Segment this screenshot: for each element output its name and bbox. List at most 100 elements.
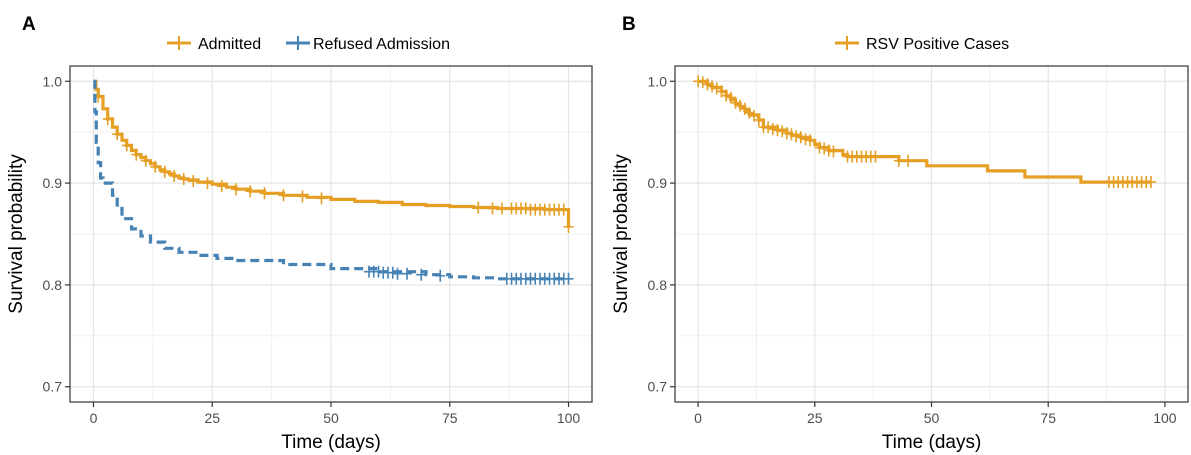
panel-a-y-ticks: 0.7 0.8 0.9 1.0 xyxy=(43,73,70,395)
censor-mark xyxy=(373,265,384,278)
x-tick-label: 100 xyxy=(557,410,581,426)
y-tick-label: 1.0 xyxy=(43,73,63,89)
censor-mark xyxy=(102,112,113,125)
x-tick-label: 0 xyxy=(90,410,98,426)
panel-a-x-ticks: 0 25 50 75 100 xyxy=(90,402,581,426)
censor-mark xyxy=(140,154,151,167)
censor-mark xyxy=(230,183,241,196)
panel-b-y-axis-title: Survival probability xyxy=(611,154,632,314)
censor-mark xyxy=(558,203,569,216)
y-tick-label: 0.9 xyxy=(43,175,63,191)
censor-mark xyxy=(259,187,270,200)
censor-mark xyxy=(297,190,308,203)
censor-mark xyxy=(112,128,123,141)
legend-label-refused: Refused Admission xyxy=(313,36,450,53)
censor-mark xyxy=(216,180,227,193)
censor-mark xyxy=(387,266,398,279)
censor-mark xyxy=(721,89,732,102)
x-tick-label: 75 xyxy=(442,410,458,426)
censor-mark xyxy=(392,267,403,280)
censor-mark xyxy=(791,130,802,143)
censor-mark xyxy=(870,150,881,163)
legend-label-rsv: RSV Positive Cases xyxy=(866,36,1009,53)
censor-mark xyxy=(402,267,413,280)
y-tick-label: 1.0 xyxy=(648,73,668,89)
x-tick-label: 100 xyxy=(1153,410,1177,426)
censor-mark xyxy=(814,141,825,154)
x-tick-label: 75 xyxy=(1040,410,1056,426)
x-tick-label: 0 xyxy=(694,410,702,426)
x-tick-label: 25 xyxy=(204,410,220,426)
panel-b: B RSV Positive Cases 0 25 50 75 100 0.70.80.… xyxy=(611,14,1189,453)
censor-mark xyxy=(819,142,830,155)
censor-mark xyxy=(753,113,764,126)
x-tick-label: 50 xyxy=(323,410,339,426)
panel-b-y-ticks: 0.7 0.8 0.9 1.0 xyxy=(648,73,675,395)
censor-mark xyxy=(178,173,189,186)
censor-mark xyxy=(563,272,574,285)
censor-mark xyxy=(473,201,484,214)
censor-mark xyxy=(767,123,778,136)
panel-b-legend: RSV Positive Cases xyxy=(835,36,1009,53)
censor-mark xyxy=(893,154,904,167)
censor-mark xyxy=(828,145,839,158)
censor-mark xyxy=(121,139,132,152)
censor-mark xyxy=(693,75,704,88)
panel-a-legend: Admitted Refused Admission xyxy=(167,36,450,53)
panel-a-x-axis-title: Time (days) xyxy=(281,432,381,453)
censor-mark xyxy=(487,202,498,215)
censor-mark xyxy=(563,220,574,233)
censor-mark xyxy=(169,169,180,182)
censor-mark xyxy=(316,192,327,205)
censor-mark xyxy=(435,269,446,282)
x-tick-label: 50 xyxy=(924,410,940,426)
y-tick-label: 0.8 xyxy=(43,277,63,293)
censor-mark xyxy=(245,185,256,198)
x-tick-label: 25 xyxy=(807,410,823,426)
censor-mark xyxy=(150,160,161,173)
censor-mark xyxy=(772,124,783,137)
panel-b-x-axis-title: Time (days) xyxy=(882,432,982,453)
censor-mark xyxy=(800,133,811,146)
panel-a: A Admitted Refused Admission 0 25 50 75 100 … xyxy=(6,14,593,453)
censor-mark xyxy=(278,189,289,202)
legend-label-admitted: Admitted xyxy=(198,36,261,53)
panel-b-x-ticks: 0 25 50 75 100 xyxy=(694,402,1177,426)
censor-mark xyxy=(763,121,774,134)
censor-mark xyxy=(786,128,797,141)
censor-mark xyxy=(777,125,788,138)
censor-mark xyxy=(805,134,816,147)
censor-mark xyxy=(730,96,741,109)
censor-mark xyxy=(131,148,142,161)
y-tick-label: 0.7 xyxy=(43,379,63,395)
censor-mark xyxy=(702,78,713,91)
censor-mark xyxy=(159,165,170,178)
series-line-1 xyxy=(93,79,569,281)
panel-a-label: A xyxy=(22,14,36,35)
censor-mark xyxy=(416,268,427,281)
censor-mark xyxy=(744,106,755,119)
censor-mark xyxy=(781,127,792,140)
censor-mark xyxy=(725,91,736,104)
censor-mark xyxy=(903,154,914,167)
censor-mark xyxy=(735,99,746,112)
y-tick-label: 0.8 xyxy=(648,277,668,293)
censor-mark xyxy=(711,82,722,95)
censor-mark xyxy=(520,202,531,215)
panel-b-series xyxy=(693,75,1156,189)
censor-mark xyxy=(795,131,806,144)
censor-mark xyxy=(497,202,508,215)
censor-mark xyxy=(697,76,708,89)
censor-mark xyxy=(202,177,213,190)
panel-a-y-axis-title: Survival probability xyxy=(6,154,27,314)
y-tick-label: 0.9 xyxy=(648,175,668,191)
censor-mark xyxy=(1145,176,1156,189)
panel-b-grid xyxy=(675,66,1188,402)
censor-mark xyxy=(188,175,199,188)
censor-mark xyxy=(823,144,834,157)
censor-mark xyxy=(707,80,718,93)
panel-a-series xyxy=(93,79,574,285)
panel-b-label: B xyxy=(622,14,636,35)
y-tick-label: 0.7 xyxy=(648,379,668,395)
